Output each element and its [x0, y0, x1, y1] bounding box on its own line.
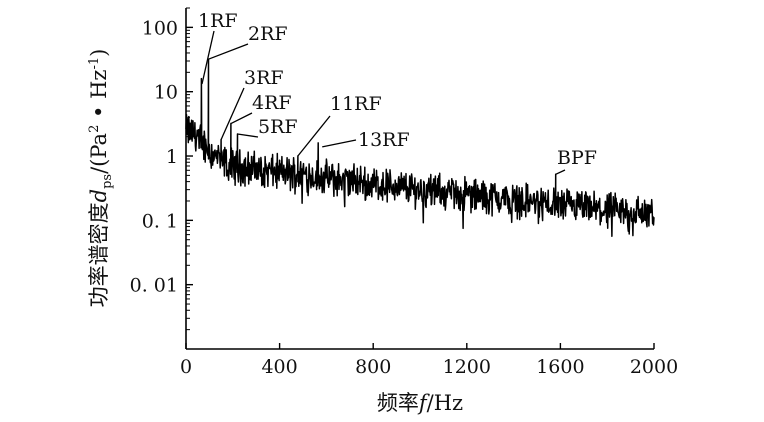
annotation-leader	[237, 133, 259, 138]
annotation-leader	[220, 87, 245, 140]
annotation-label: 11RF	[330, 93, 382, 115]
y-axis-ticks: 0. 01 0. 1 1 10 100	[130, 7, 193, 331]
y-axis-title: 功率谱密度dps/(Pa2 • Hz-1)	[87, 49, 115, 308]
annotation-label: BPF	[557, 147, 597, 169]
y-tick-label: 10	[154, 82, 178, 104]
y-axis-title-subscript: ps	[100, 174, 115, 189]
annotation-leader	[201, 30, 215, 85]
y-tick-label: 0. 01	[130, 275, 178, 297]
x-axis-title-prefix: 频率	[377, 391, 419, 415]
y-axis-title-symbol: d	[87, 189, 111, 202]
y-axis-title-unit-open: /(Pa	[87, 133, 111, 174]
annotation-label: 4RF	[252, 92, 292, 114]
annotation-label: 2RF	[248, 23, 288, 45]
annotation-label: 1RF	[198, 10, 238, 32]
annotation-label: 3RF	[244, 67, 284, 89]
y-tick-label: 1	[166, 146, 178, 168]
annotation-label: 13RF	[358, 129, 410, 151]
x-tick-label: 1600	[536, 356, 584, 378]
annotation-leader	[322, 139, 357, 148]
annotation-leader	[297, 115, 331, 157]
y-axis-title-unit-mid: • Hz	[87, 70, 111, 125]
x-axis-title-symbol: f	[417, 391, 430, 415]
y-tick-label: 100	[142, 17, 178, 39]
annotation-label: 5RF	[258, 116, 298, 138]
x-axis-title: 频率f/Hz	[377, 391, 463, 415]
x-tick-label: 800	[355, 356, 391, 378]
y-tick-label: 0. 1	[142, 210, 178, 232]
x-axis-ticks: 0 400 800 1200 1600 2000	[180, 343, 678, 378]
x-tick-label: 2000	[630, 356, 678, 378]
x-tick-label: 0	[180, 356, 192, 378]
y-axis-title-prefix: 功率谱密度	[87, 202, 111, 307]
x-tick-label: 400	[261, 356, 297, 378]
annotation-leader	[555, 169, 566, 175]
x-axis-title-unit: /Hz	[427, 391, 463, 415]
x-tick-label: 1200	[443, 356, 491, 378]
y-axis-title-sup1: 2	[87, 125, 102, 133]
y-axis-title-sup2: -1	[87, 57, 102, 70]
annotation-leader	[230, 112, 253, 125]
plot-area	[185, 58, 655, 238]
annotation-leader	[208, 43, 249, 60]
psd-series-line	[185, 58, 655, 238]
y-axis-title-unit-close: )	[87, 49, 111, 57]
